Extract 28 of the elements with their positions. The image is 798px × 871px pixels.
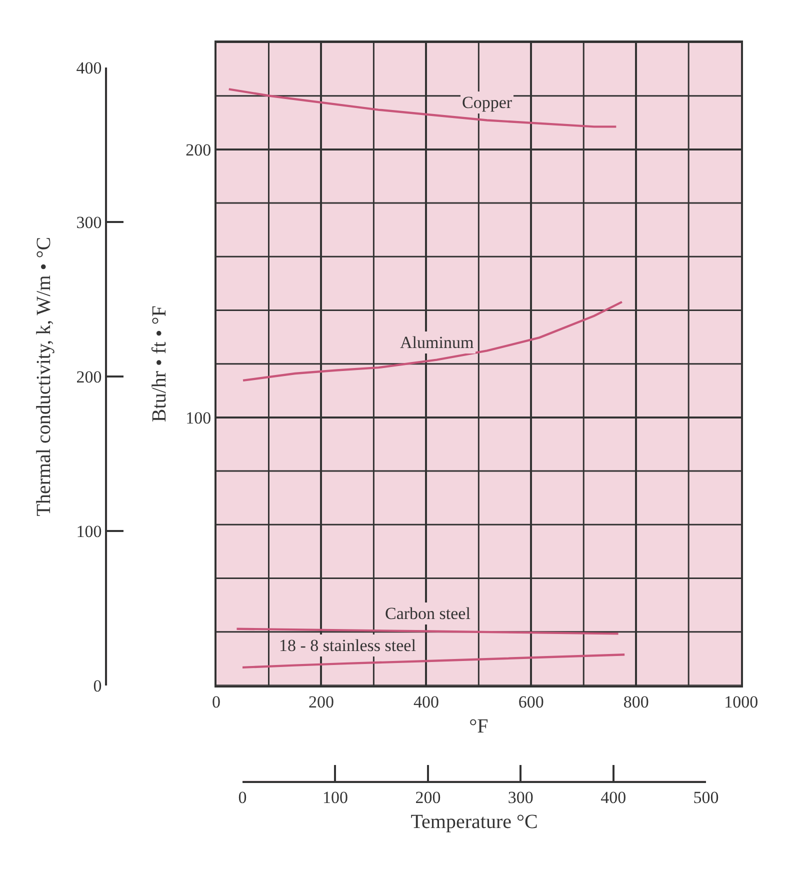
line-series [228,88,618,128]
line-series [241,654,626,669]
x2-tick-label: 300 [508,788,534,807]
x2-tick-label: 100 [322,788,348,807]
y2-tick-label: 400 [76,58,102,78]
series-label: Carbon steel [385,604,471,623]
y2-tick-label: 300 [76,213,102,232]
x-tick-label: 200 [308,692,334,712]
x2-tick-label: 500 [693,788,719,807]
x2-tick-label: 0 [238,788,247,807]
x-tick-label: 600 [518,692,544,712]
y2-axis-title: Thermal conductivity, k, W/m • °C [33,236,56,516]
y2-tick-label: 0 [93,676,102,696]
x-tick-label: 400 [413,692,439,712]
x2-axis-title: Temperature °C [410,810,538,833]
x-tick-label: 800 [623,692,649,712]
x-axis-title: °F [469,716,488,738]
line-series [242,300,624,382]
x2-tick-label: 200 [415,788,441,807]
x2-tick-label: 400 [600,788,626,807]
x-tick-label: 0 [212,692,221,712]
series-label: Aluminum [400,333,474,352]
series-label: 18 - 8 stainless steel [279,636,416,655]
y2-tick-label: 100 [76,522,102,541]
y-axis-title: Btu/hr • ft • °F [148,306,171,422]
series-label: Copper [462,93,512,112]
x-tick-label: 1000 [724,692,758,712]
y2-tick-label: 200 [76,368,102,386]
